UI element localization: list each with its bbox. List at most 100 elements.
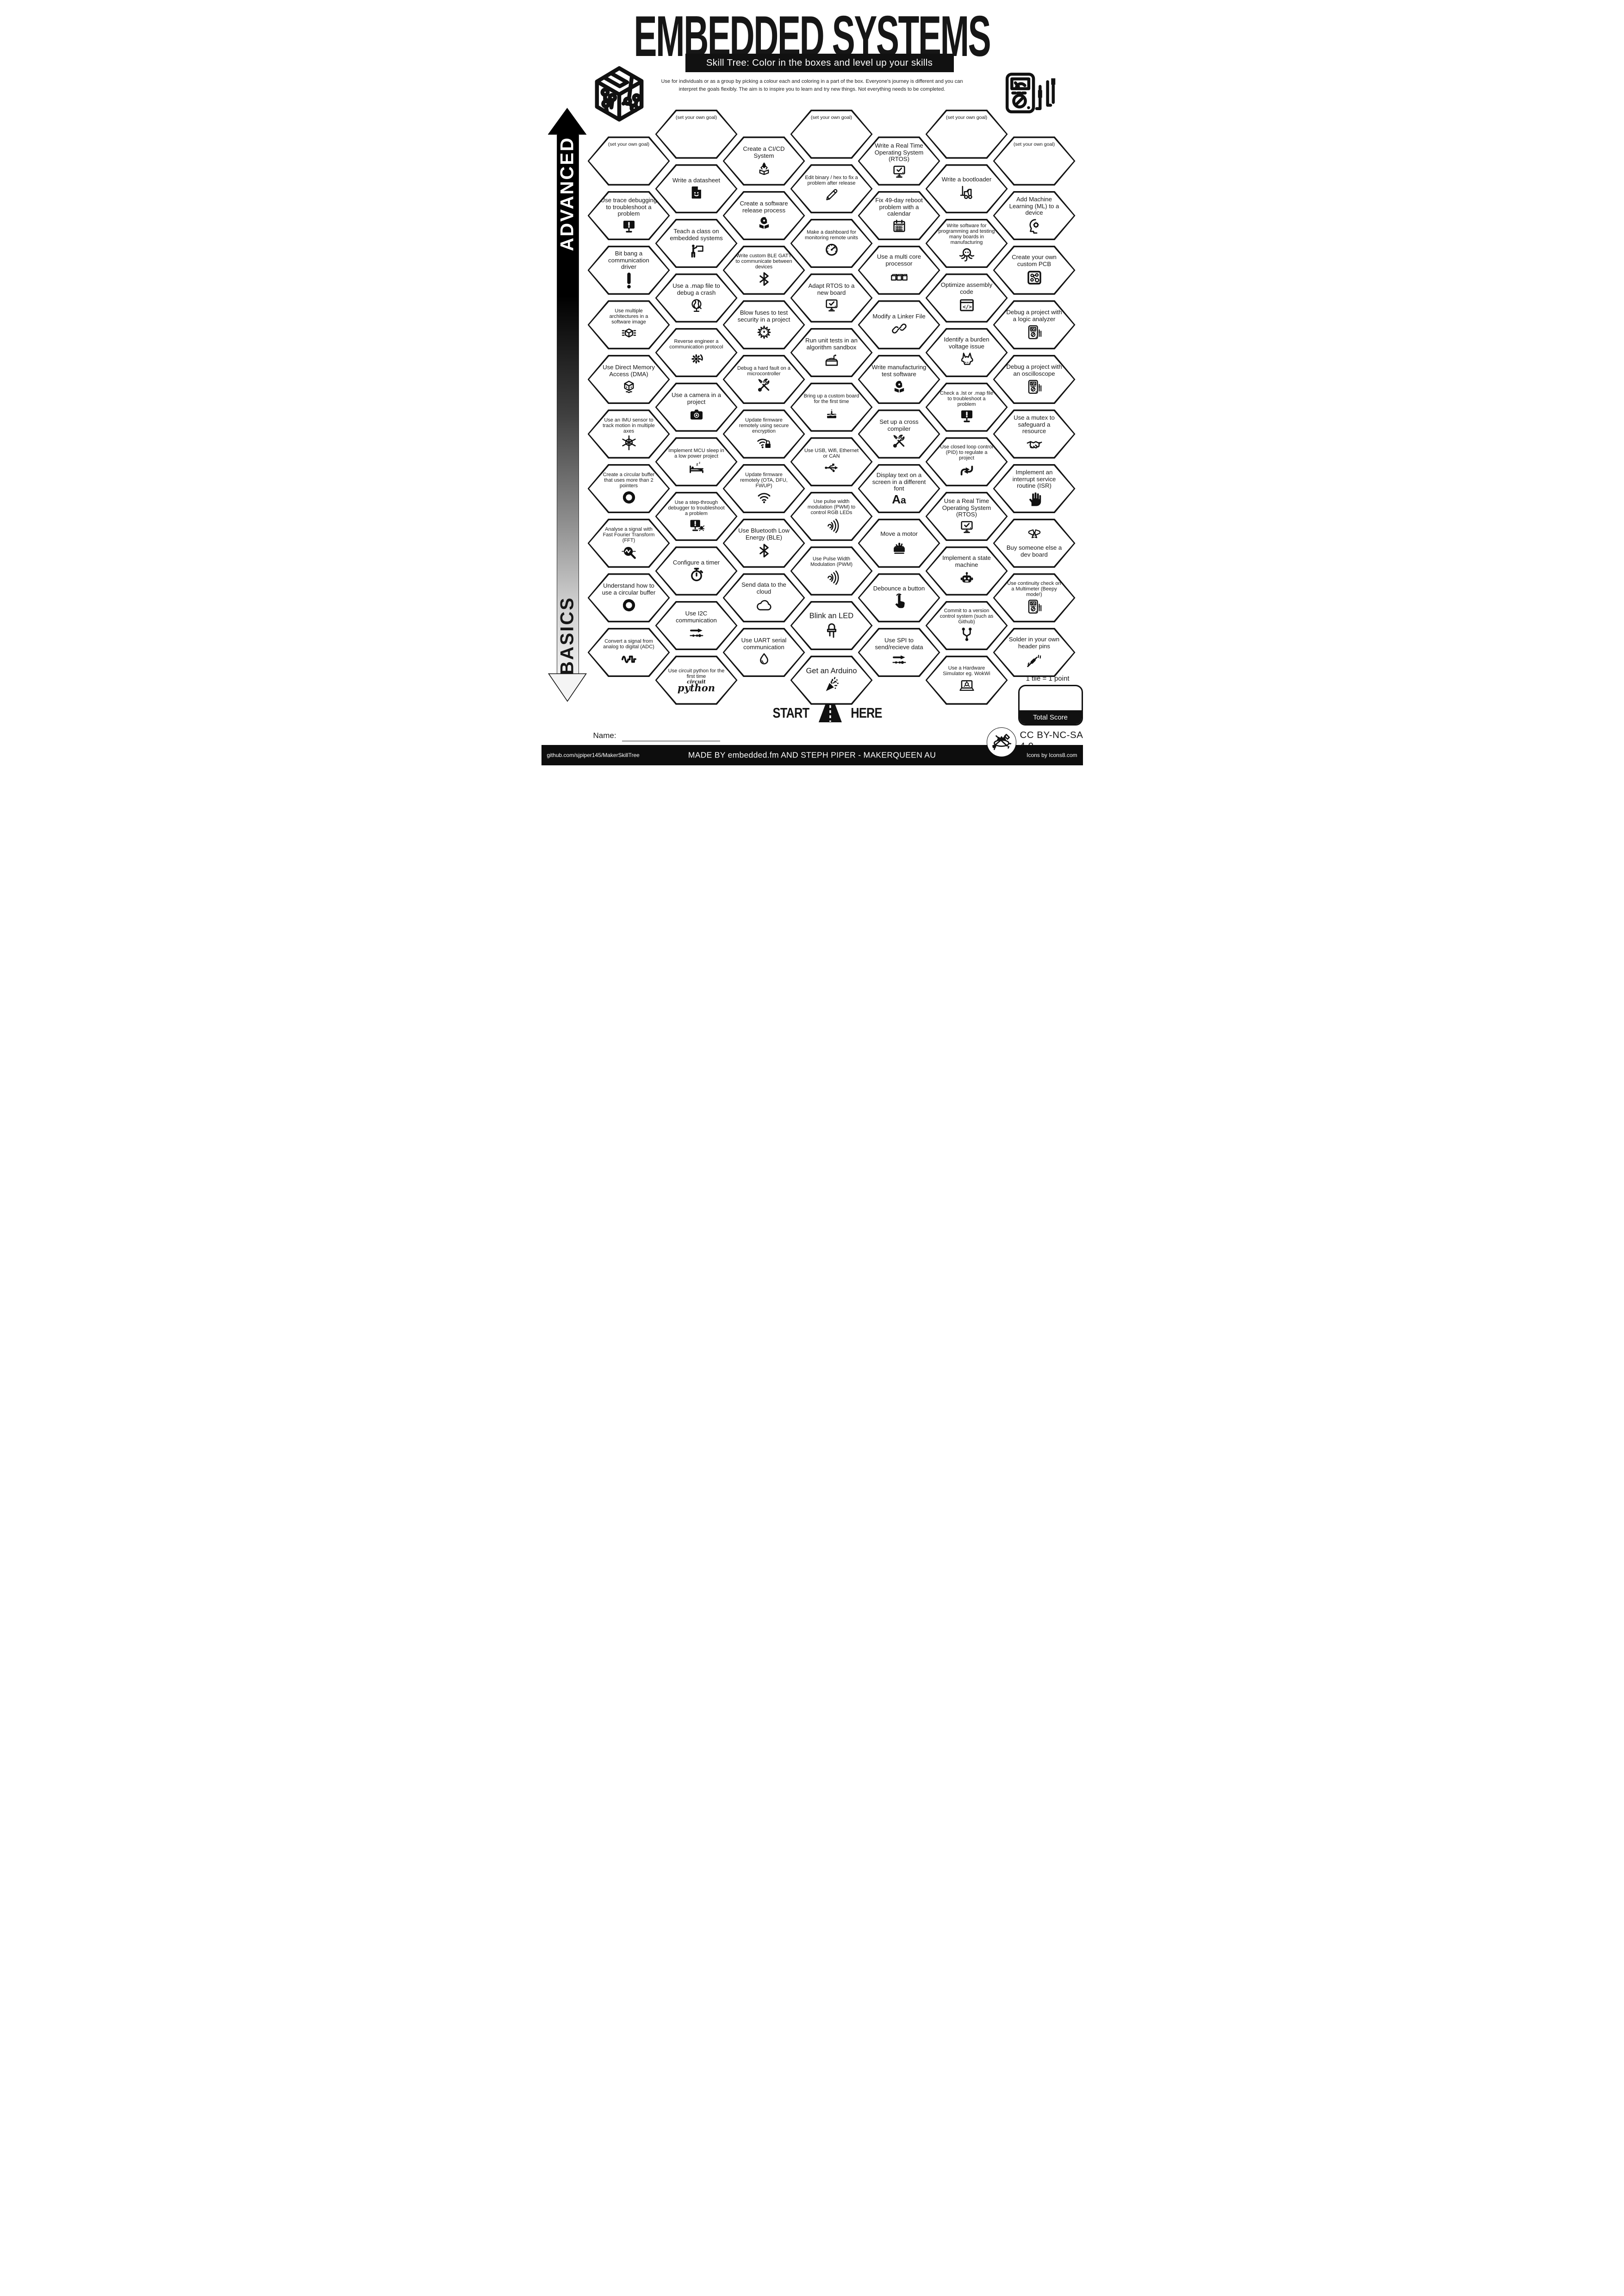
skill-tile-face: Make a dashboard for monitoring remote u… xyxy=(791,220,871,267)
skill-tile[interactable]: Use a camera in a project xyxy=(655,383,738,432)
arrow-up-icon xyxy=(548,108,587,135)
skill-tile[interactable]: Update firmware remotely (OTA, DFU, FWUP… xyxy=(722,464,805,513)
skill-tile[interactable]: Use SPI to send/recieve data xyxy=(858,628,940,677)
skill-tile[interactable]: Use continuity check on a Multimeter (Be… xyxy=(993,573,1076,622)
skill-tile[interactable]: Create your own custom PCB xyxy=(993,246,1076,295)
skill-tile[interactable]: Convert a signal from analog to digital … xyxy=(587,628,670,677)
skill-tile[interactable]: Add Machine Learning (ML) to a device xyxy=(993,191,1076,240)
skill-tile[interactable]: Use USB, Wifi, Ethernet or CAN xyxy=(790,437,873,486)
skill-tile[interactable]: Modify a Linker File xyxy=(858,300,940,349)
skill-tile[interactable]: Create a software release process xyxy=(722,191,805,240)
skill-tile[interactable]: Use a .map file to debug a crash xyxy=(655,273,738,323)
tile-points-note: 1 tile = 1 point xyxy=(1026,675,1070,683)
skill-tile[interactable]: Make a dashboard for monitoring remote u… xyxy=(790,219,873,268)
skill-tile[interactable]: Debug a project with a logic analyzer xyxy=(993,300,1076,349)
skill-tile[interactable]: Use Pulse Width Modulation (PWM) xyxy=(790,546,873,596)
skill-tile-face: Convert a signal from analog to digital … xyxy=(589,629,669,676)
skill-tile-face: Use Pulse Width Modulation (PWM) xyxy=(791,548,871,594)
skill-tile[interactable]: Implement an interrupt service routine (… xyxy=(993,464,1076,513)
skill-tile[interactable]: Use a Real Time Operating System (RTOS) xyxy=(925,492,1008,541)
skill-tile[interactable]: Identify a burden voltage issue xyxy=(925,328,1008,377)
skill-tile[interactable]: Write software for programming and testi… xyxy=(925,219,1008,268)
skill-tile[interactable]: Use Bluetooth Low Energy (BLE) xyxy=(722,519,805,568)
skill-tile[interactable]: Solder in your own header pins xyxy=(993,628,1076,677)
skill-tile[interactable]: Use a step-through debugger to troublesh… xyxy=(655,492,738,541)
skill-tile[interactable]: Use an IMU sensor to track motion in mul… xyxy=(587,410,670,459)
skill-tile[interactable]: Set up a cross compiler xyxy=(858,410,940,459)
skill-tile[interactable]: Use Direct Memory Access (DMA) xyxy=(587,355,670,404)
total-score-box: Total Score xyxy=(1018,685,1083,726)
skill-tile[interactable]: Bring up a custom board for the first ti… xyxy=(790,383,873,432)
octopus-icon xyxy=(958,246,976,264)
skill-tile-label: Run unit tests in an algorithm sandbox xyxy=(805,337,858,351)
skill-tile[interactable]: Implement MCU sleep in a low power proje… xyxy=(655,437,738,486)
skill-tile-label: Update firmware remotely using secure en… xyxy=(739,417,789,434)
skill-tile-label: Debug a project with a logic analyzer xyxy=(1006,309,1062,323)
skill-tile[interactable]: Write a datasheet xyxy=(655,164,738,213)
skill-tile[interactable]: Write a Real Time Operating System (RTOS… xyxy=(858,137,940,186)
skill-tile[interactable]: Use pulse width modulation (PWM) to cont… xyxy=(790,492,873,541)
skill-tile[interactable]: Commit to a version control system (such… xyxy=(925,601,1008,650)
skill-tile-face: Blow fuses to test security in a project xyxy=(724,302,804,348)
skill-tile[interactable]: (set your own goal) xyxy=(655,110,738,159)
skill-tile[interactable]: Use UART serial communication xyxy=(722,628,805,677)
skill-tile[interactable]: Fix 49-day reboot problem with a calenda… xyxy=(858,191,940,240)
skill-tile[interactable]: Write manufacturing test software xyxy=(858,355,940,404)
skill-tile[interactable]: Bit bang a communication driver xyxy=(587,246,670,295)
skill-tile[interactable]: Optimize assembly code </> xyxy=(925,273,1008,323)
skill-tile[interactable]: Debug a project with an oscilloscope xyxy=(993,355,1076,404)
skill-tile[interactable]: Move a motor xyxy=(858,519,940,568)
skill-tile[interactable]: Create a CI/CD System xyxy=(722,137,805,186)
skill-tile[interactable]: Create a circular buffer that uses more … xyxy=(587,464,670,513)
skill-tile[interactable]: (set your own goal) xyxy=(587,137,670,186)
skill-tile[interactable]: Get an Arduino xyxy=(790,656,873,705)
skill-tile-face: Update firmware remotely (OTA, DFU, FWUP… xyxy=(724,465,804,512)
skill-tile[interactable]: Write custom BLE GATT to communicate bet… xyxy=(722,246,805,295)
skill-tile[interactable]: Use I2C communication xyxy=(655,601,738,650)
skill-tile[interactable]: Buy someone else a dev board xyxy=(993,519,1076,568)
skill-tile[interactable]: Debounce a button xyxy=(858,573,940,622)
skill-tile[interactable]: Update firmware remotely using secure en… xyxy=(722,410,805,459)
skill-tile[interactable]: Blow fuses to test security in a project xyxy=(722,300,805,349)
skill-tile[interactable]: Understand how to use a circular buffer xyxy=(587,573,670,622)
footer-icons-credit[interactable]: Icons by Icons8.com xyxy=(1027,752,1077,758)
cubes-icon xyxy=(890,268,908,287)
skill-tile[interactable]: (set your own goal) xyxy=(790,110,873,159)
skill-tile[interactable]: Use a mutex to safeguard a resource xyxy=(993,410,1076,459)
skill-tile-face: Use SPI to send/recieve data xyxy=(859,629,939,676)
skill-tile[interactable]: Edit binary / hex to fix a problem after… xyxy=(790,164,873,213)
skill-tile-face: Create a circular buffer that uses more … xyxy=(589,465,669,512)
hand-icon xyxy=(1026,490,1043,508)
skill-tile[interactable]: Adapt RTOS to a new board xyxy=(790,273,873,323)
skill-tile[interactable]: Use a multi core processor xyxy=(858,246,940,295)
skill-tile[interactable]: Use trace debugging to troubleshoot a pr… xyxy=(587,191,670,240)
skill-tile[interactable]: Run unit tests in an algorithm sandbox xyxy=(790,328,873,377)
skill-tile[interactable]: (set your own goal) xyxy=(993,137,1076,186)
skill-tile[interactable]: Implement a state machine xyxy=(925,546,1008,596)
skill-tile[interactable]: Use multiple architectures in a software… xyxy=(587,300,670,349)
skill-tile[interactable]: Debug a hard fault on a microcontroller xyxy=(722,355,805,404)
party-icon xyxy=(823,676,840,694)
skill-tile-face: Use USB, Wifi, Ethernet or CAN xyxy=(791,439,871,485)
skill-tile[interactable]: Reverse engineer a communication protoco… xyxy=(655,328,738,377)
skill-tile[interactable]: Write a bootloader xyxy=(925,164,1008,213)
skill-tile[interactable]: Teach a class on embedded systems xyxy=(655,219,738,268)
skill-tile-label: (set your own goal) xyxy=(1013,142,1055,148)
start-here-marker: START HERE xyxy=(768,703,885,723)
skill-tile-label: Blink an LED xyxy=(809,611,854,620)
skill-tile[interactable]: Use closed loop control (PID) to regulat… xyxy=(925,437,1008,486)
skill-tile-face: Solder in your own header pins xyxy=(994,629,1074,676)
footer-repo-link[interactable]: github.com/sjpiper145/MakerSkillTree xyxy=(547,752,640,758)
skill-tile[interactable]: Analyse a signal with Fast Fourier Trans… xyxy=(587,519,670,568)
skill-tile[interactable]: Display text on a screen in a different … xyxy=(858,464,940,513)
skill-tile[interactable]: Use a Hardware Simulator eg. WokWi xyxy=(925,656,1008,705)
skill-tile-label: Teach a class on embedded systems xyxy=(670,228,723,242)
skill-tile[interactable]: Use circuit python for the first time cir… xyxy=(655,656,738,705)
skill-tile[interactable]: Configure a timer xyxy=(655,546,738,596)
skill-tile[interactable]: Send data to the cloud xyxy=(722,573,805,622)
skill-tile[interactable]: Blink an LED xyxy=(790,601,873,650)
skill-tile[interactable]: Check a .lst or .map file to troubleshoo… xyxy=(925,383,1008,432)
skill-tile[interactable]: (set your own goal) xyxy=(925,110,1008,159)
total-score-value-box[interactable] xyxy=(1020,686,1082,710)
skill-tile-face: Use closed loop control (PID) to regulat… xyxy=(927,439,1007,485)
